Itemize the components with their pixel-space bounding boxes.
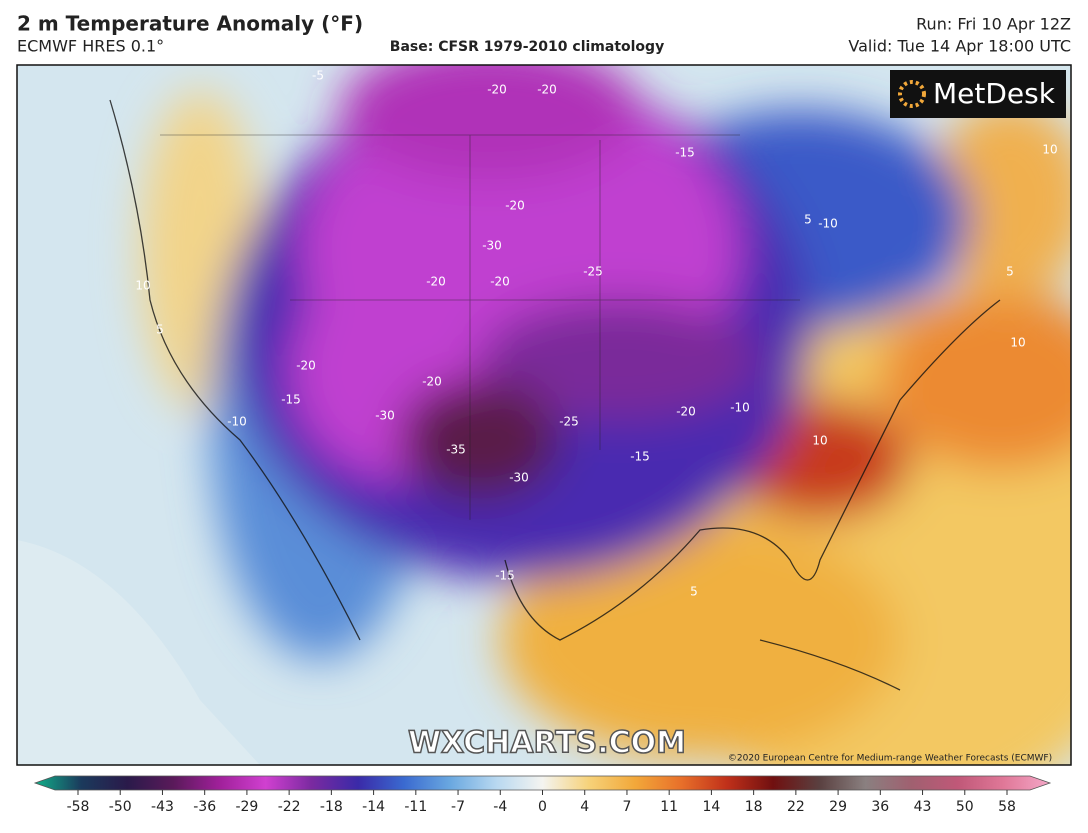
colorbar-tick-label: 0 [538,799,547,815]
contour-label: -15 [630,450,650,464]
contour-label: -25 [583,265,603,279]
colorbar-tick-label: -4 [493,799,507,815]
colorbar-tick-label: 4 [580,799,589,815]
contour-label: -15 [675,146,695,160]
colorbar-tick-label: -11 [404,799,427,815]
colorbar-tick-label: -50 [109,799,132,815]
logo-box [890,70,1066,118]
colorbar-tick-label: -7 [451,799,465,815]
contour-labels: -20 -20 -15 -20 -30 -25 -20 -20 -20 -20 -15 -10 -30 -… [135,69,1057,599]
contour-label: 10 [135,279,150,293]
colorbar-ticks: -58 -50 -43 -36 -29 -22 -18 -14 -11 -7 -4 0 4 7 11 14 18… [67,790,1016,815]
valid: Valid: Tue 14 Apr 18:00 UTC [848,37,1071,56]
colorbar-tick-label: 29 [829,799,847,815]
contour-label: -20 [426,275,446,289]
contour-label: -25 [559,415,579,429]
colorbar-tick-label: 22 [787,799,805,815]
contour-label: -10 [818,217,838,231]
colorbar-tick-label: 18 [745,799,763,815]
run: Run: Fri 10 Apr 12Z [916,15,1071,34]
contour-label: 10 [1042,143,1057,157]
colorbar-tick-label: 50 [956,799,974,815]
colorbar-tick-label: 7 [622,799,631,815]
logo-icon [898,80,926,108]
contour-label: -30 [482,239,502,253]
watermark: WXCHARTS.COM [408,726,686,761]
contour-label: 5 [1006,265,1014,279]
contour-label: -20 [490,275,510,289]
title: 2 m Temperature Anomaly (°F) [17,12,363,36]
colorbar-tick-label: 11 [660,799,678,815]
contour-label: -20 [676,405,696,419]
colorbar-tick-label: 43 [914,799,932,815]
contour-label: -15 [495,569,515,583]
colorbar-tick-label: -58 [67,799,90,815]
colorbar-tick-label: 14 [702,799,720,815]
contour-label: -5 [312,69,324,83]
colorbar-tick-label: -29 [235,799,258,815]
model: ECMWF HRES 0.1° [17,37,164,56]
colorbar-tick-label: 58 [998,799,1016,815]
contour-label: 5 [156,323,164,337]
colorbar-tick-label: -14 [362,799,385,815]
copyright: ©2020 European Centre for Medium-range W… [728,754,1052,764]
logo: MetDesk [933,77,1056,110]
contour-label: -20 [422,375,442,389]
colorbar-tick-label: -18 [320,799,343,815]
contour-label: -35 [446,443,466,457]
colorbar-tick-label: 36 [871,799,889,815]
contour-label: -20 [505,199,525,213]
contour-label: 5 [804,213,812,227]
map: -20 -20 -15 -20 -30 -25 -20 -20 -20 -20 -15 -10 -30 -… [17,65,1071,765]
contour-label: 5 [690,585,698,599]
contour-label: -30 [509,471,529,485]
base: Base: CFSR 1979-2010 climatology [390,39,664,55]
contour-label: -10 [227,415,247,429]
contour-label: -20 [487,83,507,97]
colorbar-tick-label: -43 [151,799,174,815]
contour-label: -30 [375,409,395,423]
colorbar-tick-label: -36 [193,799,216,815]
contour-label: 10 [812,434,827,448]
map-frame [16,64,1072,766]
contour-label: -15 [281,393,301,407]
contour-label: -10 [730,401,750,415]
borders [160,134,800,520]
coastline [109,99,1001,691]
colorbar [33,775,1052,791]
contour-label: -20 [537,83,557,97]
colorbar-tick-label: -22 [278,799,301,815]
contour-label: 10 [1010,336,1025,350]
contour-label: -20 [296,359,316,373]
